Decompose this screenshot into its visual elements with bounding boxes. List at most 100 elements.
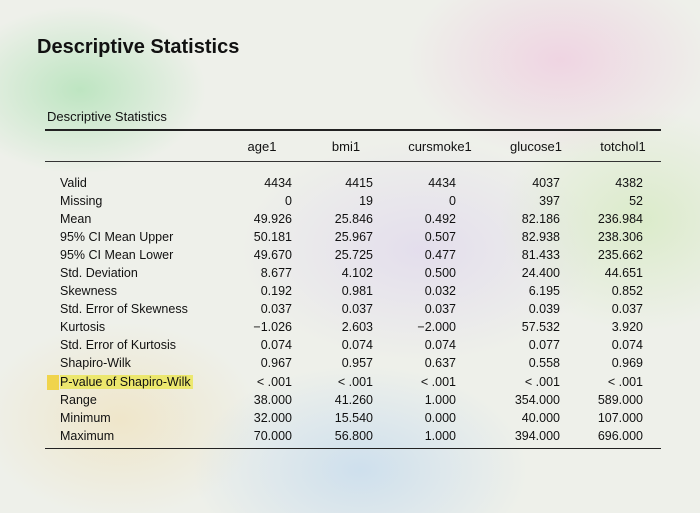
cell-cursmoke1: 0 <box>449 193 456 208</box>
cell-glucose1: < .001 <box>524 374 560 389</box>
cell-age1: < .001 <box>256 374 292 389</box>
cell-cursmoke1: 1.000 <box>424 428 456 443</box>
row-label: Valid <box>60 175 87 190</box>
row-label: 95% CI Mean Upper <box>60 229 174 244</box>
cell-glucose1: 40.000 <box>521 410 560 425</box>
table-row: Mean 49.926 25.846 0.492 82.186 236.984 <box>45 211 661 229</box>
cell-bmi1: 25.725 <box>334 247 373 262</box>
cell-age1: −1.026 <box>253 320 292 335</box>
cell-glucose1: 397 <box>539 193 560 208</box>
table-header-rule <box>45 160 661 162</box>
cell-totchol1: 0.969 <box>611 356 643 371</box>
cell-totchol1: 107.000 <box>597 410 643 425</box>
table-header-row: age1 bmi1 cursmoke1 glucose1 totchol1 <box>45 131 661 161</box>
cell-cursmoke1: < .001 <box>420 374 456 389</box>
cell-totchol1: 0.037 <box>611 302 643 317</box>
cell-age1: 70.000 <box>253 428 292 443</box>
column-header-bmi1: bmi1 <box>331 138 361 154</box>
cell-age1: 8.677 <box>260 265 292 280</box>
column-header-totchol1: totchol1 <box>600 138 646 154</box>
cell-bmi1: < .001 <box>337 374 373 389</box>
table-caption: Descriptive Statistics <box>47 109 167 124</box>
cell-age1: 0.037 <box>260 302 292 317</box>
table-row: Maximum 70.000 56.800 1.000 394.000 696.000 <box>45 428 661 446</box>
cell-age1: 38.000 <box>253 392 292 407</box>
cell-cursmoke1: −2.000 <box>417 320 456 335</box>
cell-glucose1: 394.000 <box>514 428 560 443</box>
highlight-marker <box>47 374 59 390</box>
row-label: Mean <box>60 211 92 226</box>
cell-glucose1: 4037 <box>532 175 560 190</box>
row-label: Maximum <box>60 428 115 443</box>
cell-bmi1: 15.540 <box>334 410 373 425</box>
cell-bmi1: 4415 <box>345 175 373 190</box>
table-body: Valid 4434 4415 4434 4037 4382 Missing 0 19 0 397 5… <box>45 162 661 446</box>
descriptive-statistics-table: age1 bmi1 cursmoke1 glucose1 totchol1 Va… <box>45 129 661 450</box>
column-header-glucose1: glucose1 <box>509 138 563 154</box>
cell-totchol1: 235.662 <box>597 247 643 262</box>
cell-bmi1: 25.846 <box>334 211 373 226</box>
row-label: Std. Error of Skewness <box>60 302 188 317</box>
cell-age1: 50.181 <box>253 229 292 244</box>
cell-cursmoke1: 4434 <box>428 175 456 190</box>
cell-bmi1: 25.967 <box>334 229 373 244</box>
row-label: Shapiro-Wilk <box>60 356 131 371</box>
cell-bmi1: 0.981 <box>341 284 373 299</box>
table-row: Minimum 32.000 15.540 0.000 40.000 107.000 <box>45 410 661 428</box>
row-label: P-value of Shapiro-Wilk <box>60 374 193 389</box>
cell-age1: 49.926 <box>253 211 292 226</box>
cell-totchol1: 44.651 <box>604 265 643 280</box>
cell-age1: 0.192 <box>260 284 292 299</box>
table-row: Missing 0 19 0 397 52 <box>45 193 661 211</box>
page-title: Descriptive Statistics <box>37 36 240 58</box>
cell-age1: 0.967 <box>260 356 292 371</box>
cell-glucose1: 354.000 <box>514 392 560 407</box>
table-row: Valid 4434 4415 4434 4037 4382 <box>45 175 661 193</box>
cell-cursmoke1: 0.492 <box>424 211 456 226</box>
column-header-cursmoke1: cursmoke1 <box>408 138 472 154</box>
row-label: Range <box>60 392 97 407</box>
cell-bmi1: 0.074 <box>341 338 373 353</box>
cell-totchol1: 238.306 <box>597 229 643 244</box>
cell-age1: 32.000 <box>253 410 292 425</box>
cell-totchol1: < .001 <box>607 374 643 389</box>
table-row: Skewness 0.192 0.981 0.032 6.195 0.852 <box>45 283 661 301</box>
table-row: Kurtosis −1.026 2.603 −2.000 57.532 3.920 <box>45 319 661 337</box>
table-row: P-value of Shapiro-Wilk < .001 < .001 < .00… <box>45 374 661 392</box>
table-row: Shapiro-Wilk 0.967 0.957 0.637 0.558 0.969 <box>45 355 661 373</box>
cell-glucose1: 82.938 <box>521 229 560 244</box>
cell-cursmoke1: 0.074 <box>424 338 456 353</box>
table-row: Std. Error of Kurtosis 0.074 0.074 0.074 0.0… <box>45 337 661 355</box>
cell-totchol1: 696.000 <box>597 428 643 443</box>
cell-glucose1: 6.195 <box>528 284 560 299</box>
cell-cursmoke1: 0.507 <box>424 229 456 244</box>
cell-age1: 49.670 <box>253 247 292 262</box>
cell-glucose1: 57.532 <box>521 320 560 335</box>
cell-totchol1: 3.920 <box>611 320 643 335</box>
cell-glucose1: 0.558 <box>528 356 560 371</box>
table-row: 95% CI Mean Lower 49.670 25.725 0.477 81.433… <box>45 247 661 265</box>
cell-bmi1: 4.102 <box>341 265 373 280</box>
row-label: 95% CI Mean Lower <box>60 247 174 262</box>
cell-cursmoke1: 0.637 <box>424 356 456 371</box>
cell-totchol1: 589.000 <box>597 392 643 407</box>
row-label: Skewness <box>60 284 117 299</box>
cell-totchol1: 236.984 <box>597 211 643 226</box>
cell-totchol1: 4382 <box>615 175 643 190</box>
cell-bmi1: 56.800 <box>334 428 373 443</box>
row-label: Kurtosis <box>60 320 106 335</box>
row-label: Std. Error of Kurtosis <box>60 338 177 353</box>
cell-bmi1: 19 <box>359 193 373 208</box>
cell-totchol1: 0.852 <box>611 284 643 299</box>
cell-glucose1: 82.186 <box>521 211 560 226</box>
cell-cursmoke1: 0.000 <box>424 410 456 425</box>
cell-cursmoke1: 0.500 <box>424 265 456 280</box>
row-label: Missing <box>60 193 103 208</box>
table-row: Std. Deviation 8.677 4.102 0.500 24.400 44.65… <box>45 265 661 283</box>
cell-bmi1: 2.603 <box>341 320 373 335</box>
cell-glucose1: 0.077 <box>528 338 560 353</box>
cell-age1: 4434 <box>264 175 292 190</box>
row-label: Std. Deviation <box>60 265 138 280</box>
cell-totchol1: 0.074 <box>611 338 643 353</box>
table-row: Range 38.000 41.260 1.000 354.000 589.000 <box>45 392 661 410</box>
